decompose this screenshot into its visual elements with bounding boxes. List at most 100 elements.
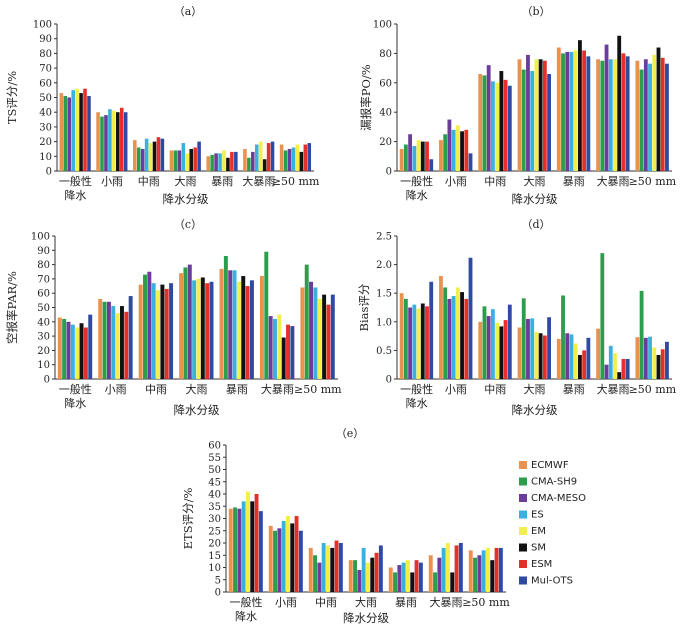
bar-mul-ots — [429, 281, 434, 379]
bar-mul-ots — [507, 304, 512, 379]
bar-sm — [656, 47, 661, 171]
bar-esm — [542, 335, 547, 379]
bar-ecmwf — [517, 327, 522, 379]
x-tick-label: 小雨 — [445, 383, 467, 396]
legend-label: SM — [531, 543, 546, 554]
bar-sm — [460, 131, 464, 171]
y-tick-label: 100 — [373, 20, 392, 31]
bar-em — [236, 281, 241, 379]
y-tick-label: 90 — [37, 246, 50, 257]
bar-es — [291, 147, 296, 171]
bar-em — [495, 82, 500, 171]
bar-esm — [119, 107, 124, 171]
bar-mul-ots — [338, 543, 343, 592]
x-tick-label: 大暴雨 — [430, 595, 463, 609]
legend-label: CMA-MESO — [531, 493, 586, 504]
bar-es — [281, 520, 286, 592]
bar-cma-sh9 — [443, 134, 448, 171]
bar-esm — [621, 358, 626, 379]
bar-mul-ots — [378, 545, 383, 592]
bar-ecmwf — [300, 287, 305, 379]
bar-esm — [414, 560, 419, 592]
x-axis-title: 降水分级 — [343, 611, 389, 625]
bar-sm — [330, 547, 335, 592]
bar-em — [573, 50, 578, 171]
bar-esm — [660, 349, 665, 379]
panel-label: （e） — [336, 427, 365, 440]
bar-sm — [617, 35, 622, 172]
bar-es — [648, 336, 652, 379]
bar-cma-sh9 — [233, 507, 237, 592]
bar-sm — [322, 294, 327, 379]
bar-esm — [503, 320, 508, 379]
bar-cma-meso — [565, 51, 570, 171]
bar-cma-meso — [526, 54, 530, 172]
bar-sm — [450, 572, 455, 592]
bar-cma-meso — [565, 333, 570, 379]
x-tick-label: 降水 — [64, 396, 86, 410]
legend-swatch — [519, 543, 527, 552]
bar-cma-meso — [214, 153, 218, 171]
bar-em — [416, 140, 421, 171]
bar-es — [71, 90, 75, 171]
bar-mul-ots — [625, 358, 630, 379]
bar-mul-ots — [586, 56, 591, 172]
bar-esm — [660, 57, 665, 172]
bar-cma-meso — [187, 264, 192, 379]
x-tick-label: ≥50 mm — [462, 596, 510, 609]
bar-em — [196, 278, 201, 379]
bar-cma-sh9 — [403, 144, 408, 171]
bar-es — [441, 547, 446, 592]
bar-em — [652, 347, 657, 379]
bar-esm — [621, 53, 626, 171]
bar-sm — [538, 333, 543, 379]
y-axis-title: 漏报率PO/% — [359, 64, 373, 131]
bar-sm — [578, 40, 582, 171]
bar-sm — [226, 157, 230, 171]
bar-cma-meso — [67, 97, 72, 171]
bar-ecmwf — [517, 59, 522, 171]
bar-esm — [374, 552, 379, 592]
y-tick-label: 50 — [39, 93, 52, 104]
bar-em — [613, 59, 617, 171]
bar-es — [241, 501, 246, 592]
bar-mul-ots — [123, 112, 128, 171]
bar-sm — [490, 560, 495, 592]
bar-esm — [245, 286, 250, 379]
bar-esm — [266, 143, 271, 171]
y-tick-label: 50 — [37, 303, 50, 314]
bar-em — [366, 562, 370, 592]
bar-mul-ots — [234, 151, 238, 171]
x-tick-label: 一般性 — [400, 174, 433, 188]
bar-sm — [79, 323, 84, 379]
bar-mul-ots — [468, 153, 473, 171]
y-tick-label: 40 — [37, 317, 50, 328]
bar-cma-meso — [277, 528, 282, 592]
bar-esm — [425, 141, 429, 171]
bar-sm — [420, 141, 425, 171]
bar-mul-ots — [160, 138, 165, 171]
bar-sm — [499, 71, 504, 171]
y-tick-label: 30 — [39, 122, 52, 133]
x-tick-label: 中雨 — [484, 175, 506, 188]
bar-ecmwf — [279, 144, 284, 171]
bar-ecmwf — [596, 328, 601, 379]
bar-em — [115, 313, 120, 379]
bar-em — [112, 110, 116, 171]
legend-label: ESM — [531, 559, 552, 570]
bar-ecmwf — [439, 276, 443, 379]
bar-es — [192, 280, 197, 379]
bar-es — [108, 109, 112, 171]
bar-es — [361, 547, 366, 592]
bar-ecmwf — [388, 567, 393, 592]
x-axis-title: 降水分级 — [163, 192, 209, 206]
bar-ecmwf — [138, 284, 143, 379]
y-tick-label: 0 — [386, 375, 392, 386]
x-axis-title: 降水分级 — [512, 403, 558, 417]
bar-cma-meso — [486, 316, 491, 379]
bar-cma-sh9 — [264, 251, 269, 379]
x-tick-label: ≥50 mm — [629, 175, 677, 188]
x-axis-title: 降水分级 — [174, 403, 220, 417]
bar-es — [218, 153, 222, 171]
x-tick-label: 降水 — [406, 188, 428, 202]
